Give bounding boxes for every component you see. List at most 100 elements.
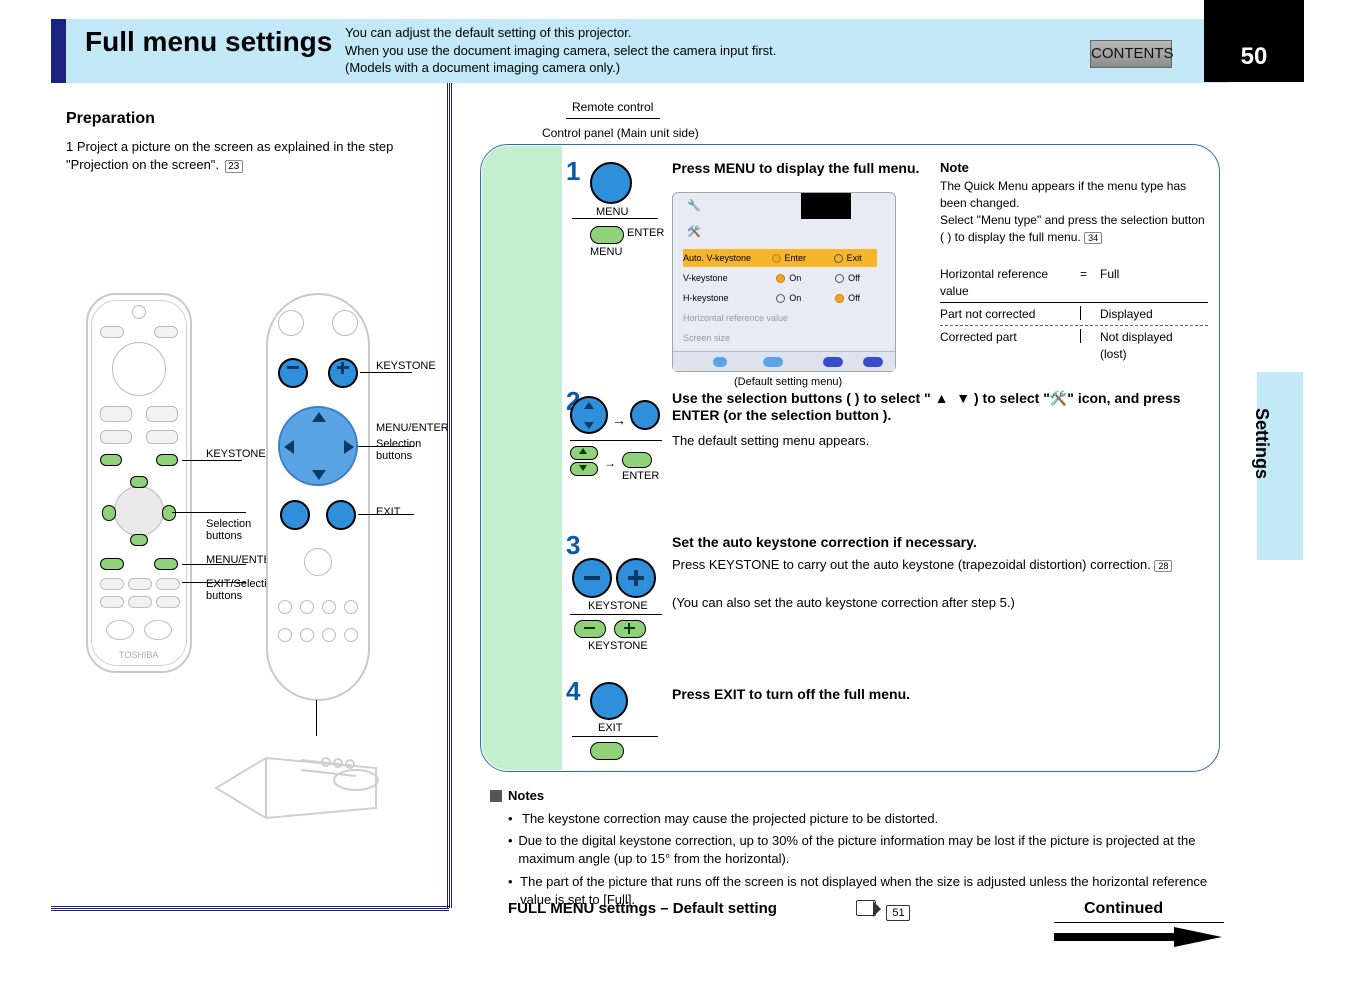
osd-row: Auto. V-keystone Enter Exit	[683, 249, 877, 267]
rc2-down-icon	[312, 470, 326, 480]
osd-row: H-keystone On Off	[683, 289, 877, 307]
arrow-icon: →	[604, 456, 616, 470]
xref-badge[interactable]: 34	[1084, 232, 1102, 244]
osd-tab-active	[801, 193, 851, 219]
page-number: 50	[1204, 43, 1304, 71]
rc1-btn	[100, 578, 124, 590]
rc1-left	[102, 505, 116, 521]
step4-exit	[590, 682, 628, 720]
rc1-brand: TOSHIBA	[119, 650, 158, 660]
step3-title: Set the auto keystone correction if nece…	[672, 534, 1212, 550]
xref-badge[interactable]: 23	[225, 160, 243, 173]
step3-note: (You can also set the auto keystone corr…	[672, 594, 1212, 612]
plus-v-icon	[628, 623, 630, 634]
continued-arrow-icon	[1054, 924, 1224, 955]
rc2-indicator	[322, 628, 336, 642]
arrow-icon: →	[612, 412, 626, 428]
rc2-exit	[326, 500, 356, 530]
rc1-dpad	[114, 486, 164, 536]
step-number: 3	[566, 530, 592, 561]
rc1-keystone-minus	[100, 454, 122, 466]
divider-vertical	[447, 83, 450, 908]
rc2-keystone-minus	[278, 358, 308, 388]
osd-tab-icon: 🔧	[687, 199, 701, 212]
rc2-callout-keystone: KEYSTONE	[376, 360, 446, 372]
step2-enter-green	[622, 452, 652, 468]
plus-v-icon	[634, 570, 638, 586]
rc1-btn	[100, 406, 132, 422]
notes-head: Notes	[508, 788, 544, 803]
rc2-indicator	[278, 628, 292, 642]
rc2-callout-exit: EXIT	[376, 506, 400, 518]
rc1-down	[130, 534, 148, 546]
step-number: 4	[566, 676, 592, 707]
rc1-btn	[100, 326, 124, 338]
table-cell: Displayed	[1100, 306, 1200, 323]
rc1-btn	[154, 326, 178, 338]
osd-tab	[761, 193, 799, 219]
osd-row: V-keystone On Off	[683, 269, 877, 287]
note-item: The keystone correction may cause the pr…	[522, 810, 938, 828]
contents-button[interactable]: CONTENTS	[1090, 40, 1172, 68]
rc1-btn	[156, 578, 180, 590]
divider-vertical-inner	[451, 83, 452, 908]
triangle-up-icon: ▲	[935, 390, 949, 406]
note-item: Due to the digital keystone correction, …	[518, 832, 1220, 868]
notes-list: •The keystone correction may cause the p…	[508, 810, 1220, 909]
rc2-indicator	[344, 628, 358, 642]
table-cell: Part not corrected	[940, 306, 1080, 323]
subtitle-line: You can adjust the default setting of th…	[345, 24, 1005, 42]
rc2-menu	[280, 500, 310, 530]
xref-badge[interactable]: 28	[1154, 560, 1172, 572]
rc2-indicator	[344, 600, 358, 614]
rc2-indicator	[300, 628, 314, 642]
rc2-indicator	[322, 600, 336, 614]
remote-label-line	[566, 118, 660, 119]
rc2-up-icon	[312, 412, 326, 422]
plus-v-icon	[341, 362, 344, 374]
subtitle-line: (Models with a document imaging camera o…	[345, 59, 1005, 77]
rc2-callout-selection: Selection buttons	[376, 438, 446, 462]
note-body2: Select "Menu type" and press the selecti…	[940, 212, 1210, 246]
osd-row-label: Screen size	[683, 333, 823, 343]
rc1-btn	[128, 596, 152, 608]
step1-menu-blue	[590, 162, 632, 204]
rc2-callout-menu-enter: MENU/ENTER	[376, 422, 446, 434]
rc1-trackpad	[112, 342, 166, 396]
step2-body: The default setting menu appears.	[672, 432, 1212, 450]
rc1-btn	[156, 596, 180, 608]
minus-icon	[584, 576, 600, 580]
step1-divider	[572, 218, 658, 219]
rc1-callout-keystone: KEYSTONE	[206, 448, 266, 460]
rc1-btn	[146, 406, 178, 422]
accent-strip	[51, 19, 66, 83]
triangle-up-icon	[584, 402, 594, 409]
table-head: Full	[1100, 266, 1200, 300]
preparation-heading: Preparation	[66, 110, 155, 128]
control-panel-label: Control panel (Main unit side)	[542, 126, 699, 140]
step1-title: Press MENU to display the full menu.	[672, 160, 922, 176]
rc1-keystone-plus	[156, 454, 178, 466]
rc1-right	[162, 505, 176, 521]
preparation-item: 1 Project a picture on the screen as exp…	[66, 138, 436, 173]
rc1-menu	[100, 558, 124, 570]
table-head: Horizontal reference value	[940, 266, 1080, 300]
step-panel-side	[482, 146, 562, 770]
rc1-led	[132, 305, 146, 319]
step-number: 1	[566, 156, 592, 187]
full-menu-link[interactable]: FULL MENU settings – Default setting	[508, 900, 777, 917]
osd-row: Screen size	[683, 329, 877, 347]
rc1-btn	[128, 578, 152, 590]
osd-row-label: H-keystone	[683, 293, 759, 303]
osd-row-label: Auto. V-keystone	[683, 253, 759, 263]
rc2-indicator	[300, 600, 314, 614]
page-root: Full menu settings You can adjust the de…	[0, 0, 1348, 954]
step4-title: Press EXIT to turn off the full menu.	[672, 686, 1212, 702]
full-menu-badge[interactable]: 51	[856, 900, 910, 921]
page-subtitle: You can adjust the default setting of th…	[345, 24, 1005, 77]
step3-body: Press KEYSTONE to carry out the auto key…	[672, 556, 1212, 574]
minus-icon	[287, 366, 299, 369]
mini-table: Horizontal reference value = Full Part n…	[940, 266, 1208, 363]
rc1-btn	[100, 430, 132, 444]
osd-tab	[853, 193, 889, 219]
